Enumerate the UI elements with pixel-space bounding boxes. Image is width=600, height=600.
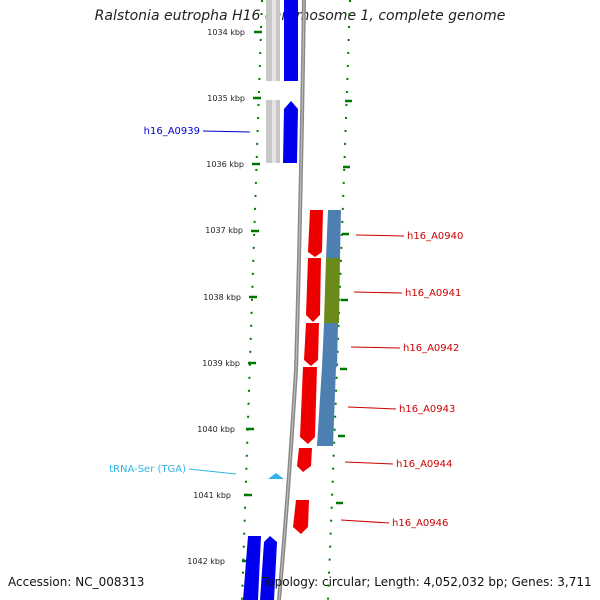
gene-label-h16-a0946: h16_A0946 — [392, 518, 448, 529]
scale-label: 1035 kbp — [207, 94, 245, 103]
gene-label-h16-a0943: h16_A0943 — [399, 404, 455, 415]
right-dotted-track — [327, 0, 351, 600]
scale-label: 1039 kbp — [202, 359, 240, 368]
topology-text: Topology: circular; Length: 4,052,032 bp… — [262, 575, 592, 589]
gene-label-h16-a0941: h16_A0941 — [405, 288, 461, 299]
scale-labels: 1034 kbp 1035 kbp 1036 kbp 1037 kbp 1038… — [187, 28, 245, 566]
accession-text: Accession: NC_008313 — [8, 575, 145, 589]
gray-features — [266, 0, 280, 163]
cds-h16-a0944 — [297, 448, 312, 472]
gene-label-h16-a0944: h16_A0944 — [396, 459, 452, 470]
cog-track — [317, 210, 341, 446]
scale-label: 1036 kbp — [206, 160, 244, 169]
gene-labels: h16_A0939 tRNA-Ser (TGA) h16_A0940 h16_A… — [109, 126, 463, 529]
scale-ticks-right — [336, 99, 352, 505]
scale-label: 1037 kbp — [205, 226, 243, 235]
left-dotted-track — [241, 0, 263, 600]
gene-label-h16-a0942: h16_A0942 — [403, 343, 459, 354]
cds-forward-1034 — [284, 0, 298, 81]
cds-forward-1042b — [260, 536, 277, 600]
reverse-cds — [293, 210, 323, 534]
scale-label: 1041 kbp — [193, 491, 231, 500]
cds-h16-a0939 — [283, 101, 298, 163]
forward-cds — [243, 0, 298, 600]
cds-h16-a0946 — [293, 500, 309, 534]
map-title: Ralstonia eutropha H16 chromosome 1, com… — [94, 8, 506, 24]
cds-h16-a0942 — [304, 323, 319, 366]
gene-label-h16-a0939: h16_A0939 — [144, 126, 200, 137]
cds-forward-1042a — [243, 536, 261, 600]
scale-ticks-left — [242, 30, 262, 563]
gene-label-h16-a0940: h16_A0940 — [407, 231, 463, 242]
scale-label: 1042 kbp — [187, 557, 225, 566]
cds-h16-a0940 — [308, 210, 323, 257]
cds-h16-a0943 — [300, 367, 317, 444]
trna-ser-feature — [268, 473, 284, 479]
label-leader-lines — [188, 130, 405, 524]
scale-label: 1040 kbp — [197, 425, 235, 434]
scale-label: 1034 kbp — [207, 28, 245, 37]
scale-label: 1038 kbp — [203, 293, 241, 302]
cds-h16-a0941 — [306, 258, 321, 322]
gene-label-trna-ser: tRNA-Ser (TGA) — [109, 464, 186, 475]
